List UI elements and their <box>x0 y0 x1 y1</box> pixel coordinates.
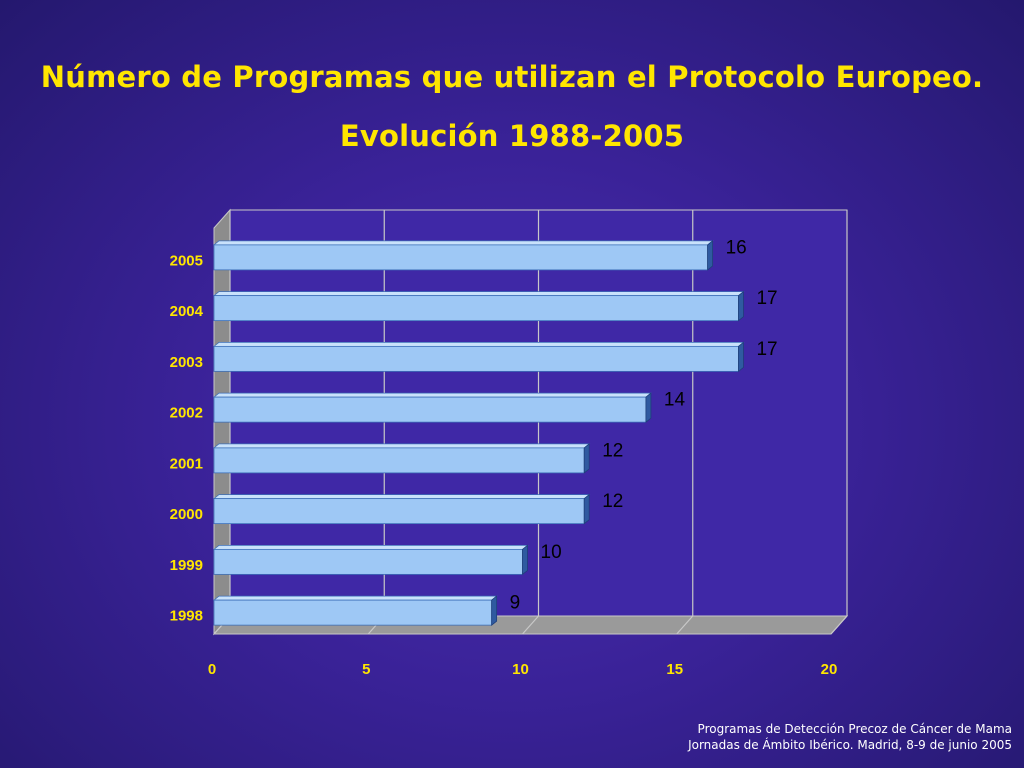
y-tick-label: 2005 <box>170 252 203 269</box>
bar-front-face <box>213 599 493 626</box>
bar-2005 <box>212 240 714 271</box>
chart-title-line2: Evolución 1988-2005 <box>339 119 685 153</box>
bar-2004 <box>212 290 745 322</box>
bar-1998 <box>212 595 498 626</box>
bar-front-face <box>213 498 585 525</box>
footer-source-line2: Jornadas de Ámbito Ibérico. Madrid, 8-9 … <box>688 738 1012 752</box>
bar-end-cap <box>522 544 528 576</box>
gridline-floor <box>522 615 539 635</box>
y-tick-label: 2003 <box>170 354 203 371</box>
data-label: 12 <box>602 491 623 512</box>
bar-top-face <box>212 341 745 347</box>
bar-2000 <box>212 493 591 525</box>
bar-front-face <box>213 295 739 322</box>
bar-2001 <box>212 443 591 474</box>
gridline-floor <box>830 615 848 635</box>
bar-top-face <box>212 392 653 398</box>
y-tick-label: 2001 <box>170 455 203 472</box>
x-tick-label: 0 <box>208 661 216 678</box>
bar-end-cap <box>645 392 652 423</box>
bar-end-cap <box>583 493 590 525</box>
x-tick-label: 5 <box>362 661 370 678</box>
bar-front-face <box>213 548 523 575</box>
y-tick-label: 2004 <box>170 303 204 320</box>
bar-top-face <box>212 494 591 500</box>
bar-end-cap <box>738 341 744 373</box>
data-label: 16 <box>726 237 747 258</box>
y-tick-label: 1999 <box>170 557 203 574</box>
bar-front-face <box>213 447 585 474</box>
data-label: 10 <box>541 542 562 563</box>
bar-top-face <box>212 595 498 601</box>
bar-end-cap <box>707 240 713 271</box>
bar-front-face <box>213 396 647 423</box>
bar-end-cap <box>738 290 744 322</box>
bar-end-cap <box>583 443 590 474</box>
bar-2002 <box>212 392 653 423</box>
gridline-floor <box>676 615 694 635</box>
x-tick-label: 15 <box>666 661 683 678</box>
x-tick-label: 20 <box>821 661 838 678</box>
data-label: 9 <box>510 593 521 614</box>
bar-top-face <box>212 544 529 550</box>
data-label: 12 <box>602 440 623 461</box>
bar-top-face <box>212 291 745 297</box>
data-label: 14 <box>664 390 686 411</box>
x-tick-label: 10 <box>512 661 529 678</box>
y-tick-label: 2002 <box>170 405 203 422</box>
bar-front-face <box>213 345 739 372</box>
data-label: 17 <box>756 288 777 309</box>
bar-top-face <box>212 443 591 449</box>
bar-end-cap <box>491 595 498 626</box>
chart-title-line1: Número de Programas que utilizan el Prot… <box>40 60 984 94</box>
bar-1999 <box>212 544 529 576</box>
bar-front-face <box>213 244 709 271</box>
footer-source-line1: Programas de Detección Precoz de Cáncer … <box>697 722 1012 736</box>
data-label: 17 <box>756 339 777 360</box>
bar-top-face <box>212 240 714 246</box>
bar-2003 <box>212 341 745 373</box>
y-tick-label: 2000 <box>170 506 203 523</box>
y-tick-label: 1998 <box>170 608 203 625</box>
